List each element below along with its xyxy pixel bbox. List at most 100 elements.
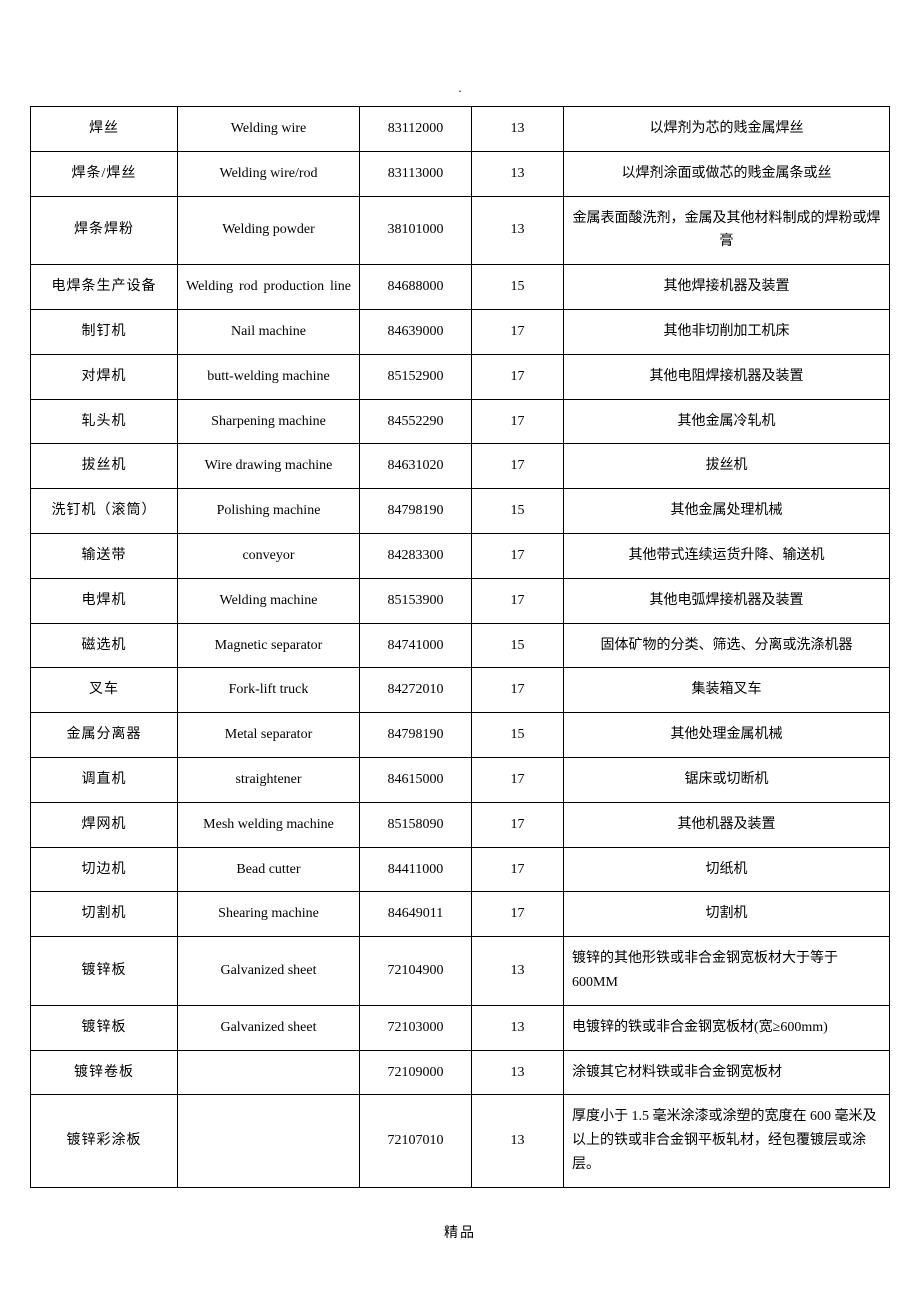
table-row: 焊条焊粉Welding powder3810100013金属表面酸洗剂，金属及其… xyxy=(31,196,890,265)
cell-name-en: Bead cutter xyxy=(178,847,360,892)
cell-name-en: Fork-lift truck xyxy=(178,668,360,713)
cell-rate: 13 xyxy=(472,937,564,1006)
cell-code: 85152900 xyxy=(360,354,472,399)
top-marker: . xyxy=(30,80,890,96)
cell-code: 84272010 xyxy=(360,668,472,713)
cell-description: 其他机器及装置 xyxy=(564,802,890,847)
cell-code: 85158090 xyxy=(360,802,472,847)
cell-code: 84798190 xyxy=(360,489,472,534)
cell-name-en: Welding powder xyxy=(178,196,360,265)
table-row: 调直机straightener8461500017锯床或切断机 xyxy=(31,757,890,802)
cell-code: 72104900 xyxy=(360,937,472,1006)
cell-name-en: Magnetic separator xyxy=(178,623,360,668)
cell-name-cn: 输送带 xyxy=(31,533,178,578)
cell-description: 拔丝机 xyxy=(564,444,890,489)
cell-name-cn: 拔丝机 xyxy=(31,444,178,489)
cell-name-cn: 镀锌板 xyxy=(31,1005,178,1050)
cell-name-cn: 焊条焊粉 xyxy=(31,196,178,265)
cell-rate: 15 xyxy=(472,623,564,668)
cell-code: 84411000 xyxy=(360,847,472,892)
cell-rate: 13 xyxy=(472,196,564,265)
cell-description: 以焊剂为芯的贱金属焊丝 xyxy=(564,107,890,152)
cell-rate: 17 xyxy=(472,309,564,354)
cell-description: 电镀锌的铁或非合金钢宽板材(宽≥600mm) xyxy=(564,1005,890,1050)
cell-rate: 13 xyxy=(472,151,564,196)
cell-name-cn: 叉车 xyxy=(31,668,178,713)
cell-rate: 13 xyxy=(472,1050,564,1095)
cell-name-en: Nail machine xyxy=(178,309,360,354)
cell-name-en xyxy=(178,1095,360,1187)
cell-name-en: Polishing machine xyxy=(178,489,360,534)
table-row: 金属分离器Metal separator8479819015其他处理金属机械 xyxy=(31,713,890,758)
table-row: 镀锌彩涂板7210701013厚度小于 1.5 毫米涂漆或涂塑的宽度在 600 … xyxy=(31,1095,890,1187)
cell-name-cn: 制钉机 xyxy=(31,309,178,354)
cell-name-cn: 磁选机 xyxy=(31,623,178,668)
cell-code: 84741000 xyxy=(360,623,472,668)
cell-code: 84688000 xyxy=(360,265,472,310)
cell-rate: 17 xyxy=(472,757,564,802)
cell-description: 镀锌的其他形铁或非合金钢宽板材大于等于 600MM xyxy=(564,937,890,1006)
cell-rate: 15 xyxy=(472,489,564,534)
cell-description: 厚度小于 1.5 毫米涂漆或涂塑的宽度在 600 毫米及以上的铁或非合金钢平板轧… xyxy=(564,1095,890,1187)
table-row: 输送带conveyor8428330017其他带式连续运货升降、输送机 xyxy=(31,533,890,578)
cell-name-cn: 焊网机 xyxy=(31,802,178,847)
cell-name-en: Welding machine xyxy=(178,578,360,623)
cell-description: 以焊剂涂面或做芯的贱金属条或丝 xyxy=(564,151,890,196)
cell-code: 84798190 xyxy=(360,713,472,758)
cell-code: 84615000 xyxy=(360,757,472,802)
cell-name-cn: 洗钉机（滚筒） xyxy=(31,489,178,534)
table-row: 拔丝机Wire drawing machine8463102017拔丝机 xyxy=(31,444,890,489)
cell-description: 锯床或切断机 xyxy=(564,757,890,802)
table-row: 镀锌板Galvanized sheet7210300013电镀锌的铁或非合金钢宽… xyxy=(31,1005,890,1050)
cell-description: 其他处理金属机械 xyxy=(564,713,890,758)
cell-name-cn: 切边机 xyxy=(31,847,178,892)
cell-name-en: Shearing machine xyxy=(178,892,360,937)
cell-name-cn: 对焊机 xyxy=(31,354,178,399)
table-row: 切边机Bead cutter8441100017切纸机 xyxy=(31,847,890,892)
cell-code: 84552290 xyxy=(360,399,472,444)
cell-name-cn: 金属分离器 xyxy=(31,713,178,758)
cell-name-cn: 镀锌彩涂板 xyxy=(31,1095,178,1187)
cell-name-en xyxy=(178,1050,360,1095)
cell-rate: 13 xyxy=(472,1005,564,1050)
cell-code: 72107010 xyxy=(360,1095,472,1187)
cell-name-en: Mesh welding machine xyxy=(178,802,360,847)
cell-code: 72103000 xyxy=(360,1005,472,1050)
cell-name-en: straightener xyxy=(178,757,360,802)
cell-description: 其他金属处理机械 xyxy=(564,489,890,534)
cell-rate: 17 xyxy=(472,802,564,847)
cell-name-en: Galvanized sheet xyxy=(178,937,360,1006)
cell-name-en: Metal separator xyxy=(178,713,360,758)
cell-rate: 17 xyxy=(472,533,564,578)
table-body: 焊丝Welding wire8311200013以焊剂为芯的贱金属焊丝焊条/焊丝… xyxy=(31,107,890,1188)
cell-name-cn: 镀锌卷板 xyxy=(31,1050,178,1095)
cell-name-en: Wire drawing machine xyxy=(178,444,360,489)
table-row: 电焊机Welding machine8515390017其他电弧焊接机器及装置 xyxy=(31,578,890,623)
cell-rate: 17 xyxy=(472,668,564,713)
cell-description: 其他非切削加工机床 xyxy=(564,309,890,354)
table-row: 叉车Fork-lift truck8427201017集装箱叉车 xyxy=(31,668,890,713)
table-row: 镀锌卷板 7210900013涂镀其它材料铁或非合金钢宽板材 xyxy=(31,1050,890,1095)
cell-rate: 17 xyxy=(472,847,564,892)
cell-code: 72109000 xyxy=(360,1050,472,1095)
cell-description: 固体矿物的分类、筛选、分离或洗涤机器 xyxy=(564,623,890,668)
cell-description: 切割机 xyxy=(564,892,890,937)
table-row: 对焊机butt-welding machine8515290017其他电阻焊接机… xyxy=(31,354,890,399)
table-row: 焊网机Mesh welding machine8515809017其他机器及装置 xyxy=(31,802,890,847)
table-row: 切割机Shearing machine8464901117切割机 xyxy=(31,892,890,937)
cell-rate: 15 xyxy=(472,713,564,758)
cell-description: 其他焊接机器及装置 xyxy=(564,265,890,310)
cell-rate: 15 xyxy=(472,265,564,310)
product-table: 焊丝Welding wire8311200013以焊剂为芯的贱金属焊丝焊条/焊丝… xyxy=(30,106,890,1188)
table-row: 焊丝Welding wire8311200013以焊剂为芯的贱金属焊丝 xyxy=(31,107,890,152)
cell-code: 84649011 xyxy=(360,892,472,937)
cell-name-en: conveyor xyxy=(178,533,360,578)
cell-description: 涂镀其它材料铁或非合金钢宽板材 xyxy=(564,1050,890,1095)
cell-rate: 13 xyxy=(472,107,564,152)
cell-name-cn: 调直机 xyxy=(31,757,178,802)
cell-description: 金属表面酸洗剂，金属及其他材料制成的焊粉或焊膏 xyxy=(564,196,890,265)
cell-description: 其他带式连续运货升降、输送机 xyxy=(564,533,890,578)
cell-code: 83112000 xyxy=(360,107,472,152)
cell-name-cn: 电焊条生产设备 xyxy=(31,265,178,310)
cell-code: 83113000 xyxy=(360,151,472,196)
